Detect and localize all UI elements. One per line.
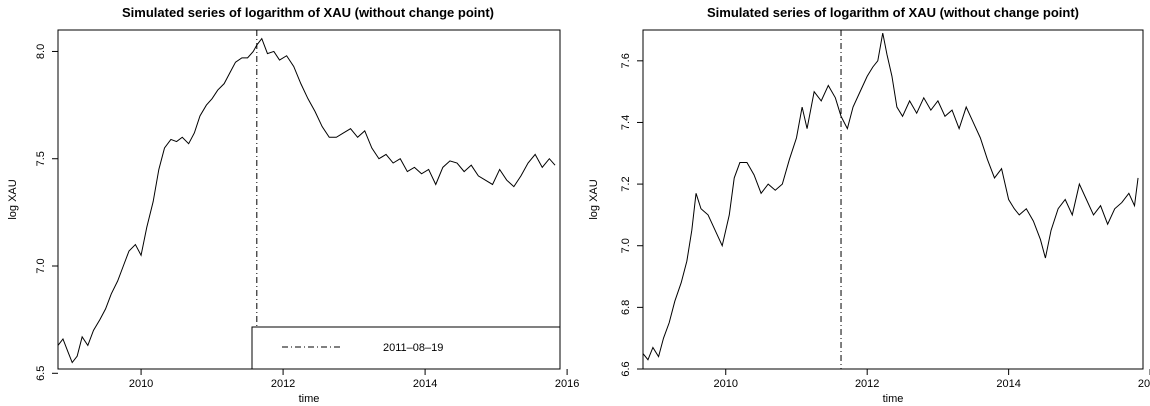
x-axis-label: time <box>883 393 904 405</box>
y-axis-label: log XAU <box>7 179 19 219</box>
y-tick-label: 8.0 <box>35 44 47 59</box>
x-axis-label: time <box>299 393 320 405</box>
right-chart: Simulated series of logarithm of XAU (wi… <box>588 5 1150 405</box>
y-tick-label: 7.6 <box>620 53 632 68</box>
x-tick-label: 2014 <box>413 378 437 390</box>
y-tick-label: 6.8 <box>620 300 632 315</box>
series-line <box>642 32 1139 361</box>
plot-frame <box>642 29 1144 370</box>
x-tick-label: 2016 <box>1138 378 1150 390</box>
series-line <box>57 37 556 364</box>
x-tick-label: 2010 <box>714 378 738 390</box>
y-tick-label: 7.0 <box>620 238 632 253</box>
x-tick-label: 2016 <box>555 378 579 390</box>
legend: 2011–08–19 <box>251 326 561 370</box>
x-tick-label: 2012 <box>855 378 879 390</box>
plot-frame <box>57 29 561 370</box>
x-tick-label: 2012 <box>271 378 295 390</box>
y-tick-label: 7.0 <box>35 258 47 273</box>
left-chart: Simulated series of logarithm of XAU (wi… <box>7 5 579 405</box>
y-tick-label: 7.5 <box>35 151 47 166</box>
x-axis: 2010 2012 2014 2016 <box>714 369 1150 390</box>
x-tick-label: 2014 <box>996 378 1020 390</box>
y-tick-label: 7.2 <box>620 176 632 191</box>
legend-box <box>251 326 561 370</box>
y-tick-label: 6.6 <box>620 361 632 376</box>
y-axis: 6.5 7.0 7.5 8.0 <box>35 44 58 381</box>
chart-title: Simulated series of logarithm of XAU (wi… <box>707 5 1079 20</box>
y-tick-label: 7.4 <box>620 115 632 130</box>
legend-label: 2011–08–19 <box>383 342 443 354</box>
chart-title: Simulated series of logarithm of XAU (wi… <box>122 5 494 20</box>
x-tick-label: 2010 <box>129 378 153 390</box>
x-axis: 2010 2012 2014 2016 <box>129 369 579 390</box>
y-axis-label: log XAU <box>588 179 600 219</box>
y-tick-label: 6.5 <box>35 366 47 381</box>
y-axis: 6.6 6.8 7.0 7.2 7.4 7.6 <box>620 53 643 377</box>
